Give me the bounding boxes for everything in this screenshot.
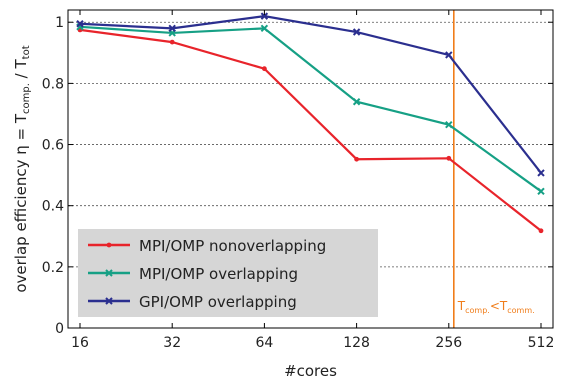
data-point [76, 20, 84, 28]
x-tick-label: 64 [255, 335, 273, 351]
data-point [354, 156, 359, 162]
x-tick-label: 256 [435, 335, 462, 351]
data-point-stroke [76, 20, 84, 28]
x-tick-label: 16 [71, 335, 89, 351]
y-tick-label: 0.8 [42, 76, 64, 92]
data-point-stroke [445, 120, 453, 129]
series-line [79, 28, 542, 232]
series-line [79, 25, 542, 193]
legend-label: MPI/OMP nonoverlapping [139, 237, 326, 255]
series-layer [76, 12, 545, 234]
data-point-stroke [537, 187, 545, 196]
data-point [445, 51, 453, 59]
data-point-stroke [537, 169, 545, 177]
y-tick-label: 0.6 [42, 138, 64, 154]
legend-layer: MPI/OMP nonoverlapping MPI/OMP overlappin… [78, 229, 378, 317]
y-axis-label: overlap efficiency η = Tcomp. / Ttot [12, 45, 32, 292]
data-point [106, 242, 112, 248]
data-point [262, 66, 267, 72]
data-point-stroke [445, 51, 453, 59]
tick-layer: 0 0.2 0.4 0.6 0.8 1 16 32 64 128 256 512 [42, 10, 555, 351]
y-tick-label: 0.2 [42, 260, 64, 276]
data-point-stroke [260, 24, 269, 33]
data-point [105, 269, 113, 277]
data-point [352, 98, 361, 106]
data-point [352, 28, 361, 36]
data-point [538, 228, 544, 234]
data-point [260, 24, 269, 33]
x-tick-label: 128 [343, 335, 370, 351]
data-point-stroke [352, 28, 361, 36]
x-tick-label: 32 [163, 335, 181, 351]
data-point [105, 297, 113, 305]
data-point [168, 24, 176, 33]
x-axis-label: #cores [284, 362, 337, 380]
data-point-stroke [105, 269, 113, 277]
legend-label: GPI/OMP overlapping [139, 293, 297, 311]
series-line [79, 15, 542, 174]
data-point-stroke [168, 24, 176, 33]
data-point-stroke [105, 297, 113, 305]
x-tick-label: 512 [528, 335, 555, 351]
plot-frame [67, 9, 554, 329]
y-tick-label: 0 [55, 321, 64, 337]
annotation-label: Tcomp.<Tcomm. [457, 299, 535, 315]
y-tick-label: 0.4 [42, 199, 64, 215]
data-point [537, 187, 545, 196]
data-point [169, 39, 175, 45]
data-point-stroke [260, 12, 269, 20]
data-point [445, 120, 453, 129]
data-point [446, 155, 452, 161]
annotation-layer: Tcomp.<Tcomm. [452, 10, 535, 328]
data-point [260, 12, 269, 20]
y-tick-label: 1 [55, 15, 64, 31]
legend-label: MPI/OMP overlapping [139, 265, 298, 283]
data-point [537, 169, 545, 177]
data-point-stroke [352, 98, 361, 106]
